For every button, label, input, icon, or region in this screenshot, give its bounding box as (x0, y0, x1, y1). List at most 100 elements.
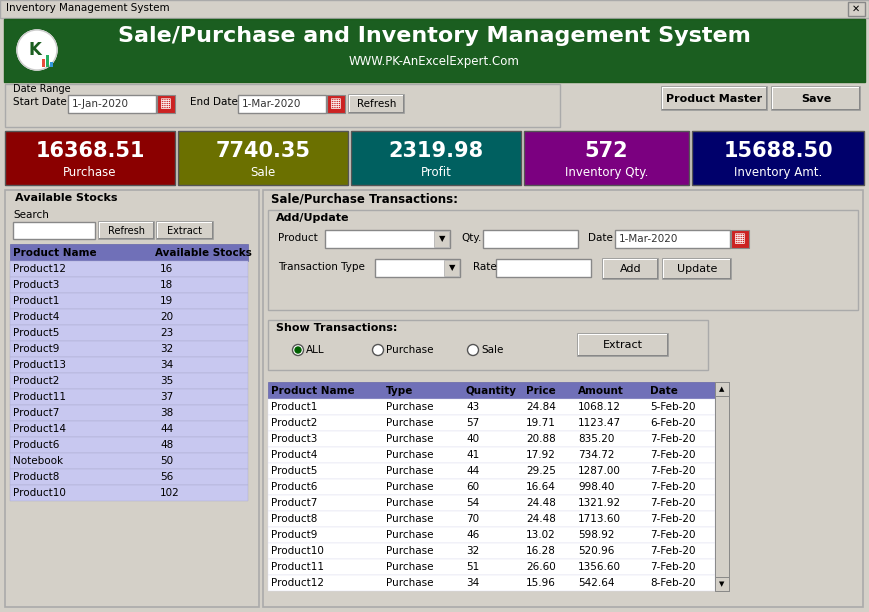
Text: Purchase: Purchase (386, 578, 434, 588)
Text: 19.71: 19.71 (526, 418, 556, 428)
Text: Sale: Sale (481, 345, 503, 355)
Text: 46: 46 (466, 530, 479, 540)
Bar (615, 230, 730, 248)
Text: Product1: Product1 (271, 402, 317, 412)
Bar (772, 87, 773, 110)
Text: Start Date: Start Date (13, 97, 67, 107)
Circle shape (373, 345, 383, 356)
Text: 20: 20 (160, 312, 173, 322)
Text: 16368.51: 16368.51 (36, 141, 145, 161)
Bar (375, 259, 460, 277)
Text: ▲: ▲ (720, 386, 725, 392)
Bar (578, 355, 668, 356)
Text: 35: 35 (160, 376, 173, 386)
Text: Product2: Product2 (13, 376, 59, 386)
Bar (268, 495, 715, 511)
Text: Product9: Product9 (271, 530, 317, 540)
Bar (10, 261, 248, 277)
Bar (5, 131, 175, 185)
Bar (349, 95, 404, 113)
Text: ▦: ▦ (330, 97, 342, 111)
Text: 1123.47: 1123.47 (578, 418, 621, 428)
Bar (99, 238, 154, 239)
Text: 7-Feb-20: 7-Feb-20 (650, 530, 695, 540)
Text: Transaction Type: Transaction Type (278, 262, 365, 272)
Bar (268, 210, 858, 310)
Text: ▼: ▼ (720, 581, 725, 587)
Text: 8-Feb-20: 8-Feb-20 (650, 578, 695, 588)
Text: 37: 37 (160, 392, 173, 402)
Text: Show Transactions:: Show Transactions: (276, 323, 397, 333)
Text: 43: 43 (466, 402, 479, 412)
Bar (403, 95, 404, 113)
Bar (46, 55, 49, 67)
Text: 29.25: 29.25 (526, 466, 556, 476)
Text: Product11: Product11 (13, 392, 66, 402)
Text: 19: 19 (160, 296, 173, 306)
Text: 18: 18 (160, 280, 173, 290)
Circle shape (293, 345, 303, 356)
Bar (68, 95, 156, 113)
Text: Product10: Product10 (271, 546, 324, 556)
Text: Sale/Purchase Transactions:: Sale/Purchase Transactions: (271, 193, 458, 206)
Bar (10, 244, 248, 261)
Text: Product: Product (278, 233, 318, 243)
Text: Qty.: Qty. (461, 233, 481, 243)
Bar (268, 527, 715, 543)
Text: Product13: Product13 (13, 360, 66, 370)
Text: Available Stocks: Available Stocks (155, 248, 252, 258)
Text: Notebook: Notebook (13, 456, 63, 466)
Bar (4, 19, 865, 82)
Text: 1-Mar-2020: 1-Mar-2020 (619, 234, 679, 244)
Text: 7-Feb-20: 7-Feb-20 (650, 482, 695, 492)
Text: 1-Jan-2020: 1-Jan-2020 (72, 99, 129, 109)
Bar (603, 259, 658, 279)
Text: ✕: ✕ (852, 4, 860, 14)
Text: 40: 40 (466, 434, 479, 444)
Bar (10, 453, 248, 469)
Text: Inventory Management System: Inventory Management System (6, 3, 169, 13)
Text: 24.48: 24.48 (526, 498, 556, 508)
Text: Refresh: Refresh (357, 99, 396, 109)
Text: 16.28: 16.28 (526, 546, 556, 556)
Text: 32: 32 (160, 344, 173, 354)
Text: 50: 50 (160, 456, 173, 466)
Bar (859, 87, 860, 110)
Text: 16.64: 16.64 (526, 482, 556, 492)
Bar (268, 463, 715, 479)
Text: Add: Add (620, 264, 641, 274)
Bar (212, 222, 213, 239)
Text: Inventory Amt.: Inventory Amt. (734, 166, 822, 179)
Bar (351, 131, 521, 185)
Text: Purchase: Purchase (386, 562, 434, 572)
Text: 17.92: 17.92 (526, 450, 556, 460)
Bar (10, 325, 248, 341)
Text: 15688.50: 15688.50 (723, 141, 833, 161)
Bar (268, 447, 715, 463)
Bar (663, 278, 731, 279)
Bar (10, 437, 248, 453)
Text: Product3: Product3 (271, 434, 317, 444)
Text: Product14: Product14 (13, 424, 66, 434)
Text: Rate: Rate (473, 262, 497, 272)
Text: Product6: Product6 (13, 440, 59, 450)
Text: 41: 41 (466, 450, 479, 460)
Text: Product5: Product5 (271, 466, 317, 476)
Text: 15.96: 15.96 (526, 578, 556, 588)
Text: Amount: Amount (578, 386, 624, 396)
Bar (10, 341, 248, 357)
Bar (772, 87, 860, 88)
Text: Purchase: Purchase (386, 546, 434, 556)
Text: ▦: ▦ (734, 233, 746, 245)
Bar (603, 259, 658, 260)
Bar (667, 334, 668, 356)
Bar (268, 511, 715, 527)
Bar (268, 382, 729, 399)
Bar (772, 109, 860, 110)
Bar (157, 238, 213, 239)
Bar (157, 95, 175, 113)
Bar (268, 575, 715, 591)
Text: Add/Update: Add/Update (276, 213, 349, 223)
Text: 1356.60: 1356.60 (578, 562, 621, 572)
Bar (238, 95, 326, 113)
